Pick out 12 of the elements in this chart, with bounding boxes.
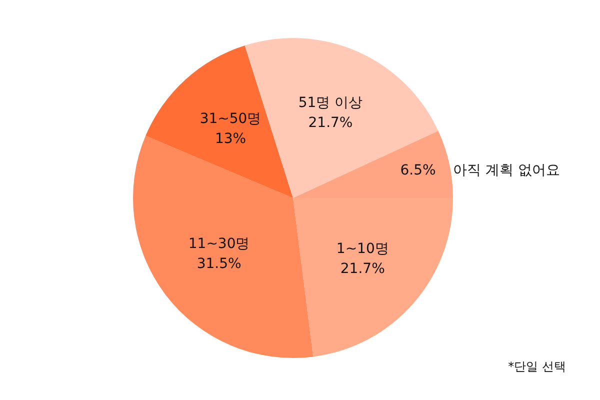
data-label: 6.5%	[400, 162, 436, 178]
slice-label: 51명 이상	[298, 94, 363, 111]
slice-label: 31~50명	[200, 111, 262, 128]
data-label: 21.7%	[308, 114, 353, 131]
pie-slice	[146, 45, 293, 198]
slice-label: 1~10명	[336, 241, 389, 258]
slice-label: 아직 계획 없어요	[453, 162, 560, 178]
slice-label: 11~30명	[188, 236, 250, 252]
data-label: 21.7%	[340, 261, 385, 278]
data-label: 31.5%	[196, 256, 242, 272]
text: *단일 선택	[508, 359, 566, 374]
data-label: 13%	[214, 131, 246, 148]
